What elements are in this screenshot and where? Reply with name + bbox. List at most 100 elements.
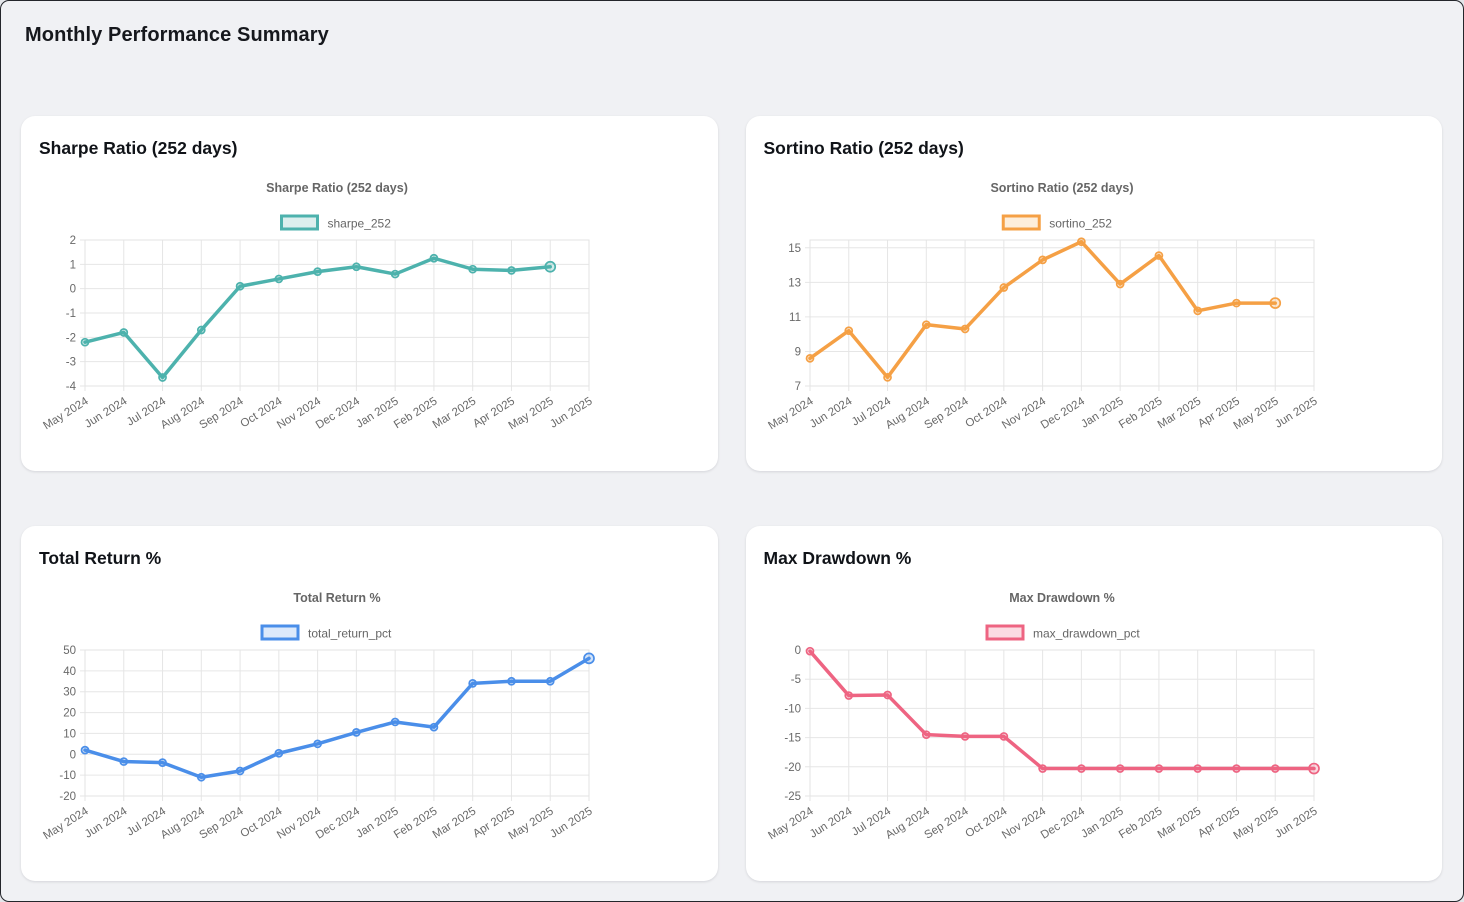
sharpe-ratio-chart[interactable]: Sharpe Ratio (252 days) sharpe_252 May 202… bbox=[31, 176, 691, 464]
y-axis-label: -10 bbox=[784, 703, 801, 715]
data-point bbox=[352, 728, 361, 737]
data-point bbox=[1231, 764, 1241, 773]
plot-border bbox=[84, 649, 590, 797]
legend-item[interactable]: max_drawdown_pct bbox=[985, 624, 1140, 641]
x-axis-label: Mar 2025 bbox=[1155, 805, 1203, 841]
y-axis-label: 20 bbox=[63, 708, 76, 720]
y-axis-label: 10 bbox=[63, 728, 76, 740]
data-point bbox=[429, 253, 439, 263]
data-point bbox=[805, 354, 814, 363]
y-axis-label: 30 bbox=[63, 687, 76, 699]
data-point bbox=[1192, 764, 1202, 773]
y-axis-label: 0 bbox=[794, 645, 800, 657]
y-axis-label: -20 bbox=[59, 791, 76, 803]
y-axis-label: -25 bbox=[784, 791, 801, 803]
data-point bbox=[158, 758, 167, 767]
y-axis-label: 13 bbox=[788, 277, 801, 289]
x-axis-label: May 2024 bbox=[41, 805, 91, 842]
x-axis-label: May 2024 bbox=[766, 805, 816, 842]
data-point bbox=[468, 264, 478, 274]
y-axis-label: -3 bbox=[66, 357, 76, 369]
legend-item[interactable]: total_return_pct bbox=[260, 624, 392, 641]
legend-label: sharpe_252 bbox=[328, 217, 392, 231]
x-axis-label: Jun 2024 bbox=[83, 395, 130, 431]
card-sortino-ratio: Sortino Ratio (252 days) Sortino Ratio (… bbox=[745, 116, 1442, 471]
y-axis-label: 0 bbox=[70, 284, 76, 296]
data-point bbox=[921, 730, 931, 740]
data-point bbox=[468, 679, 478, 688]
card-max-drawdown: Max Drawdown % Max Drawdown % max_drawdow… bbox=[745, 526, 1442, 881]
data-point bbox=[1115, 279, 1125, 289]
y-axis-label: 0 bbox=[70, 749, 76, 761]
data-point bbox=[1268, 297, 1281, 309]
plot-border bbox=[84, 239, 590, 387]
x-axis-label: Jun 2024 bbox=[807, 805, 854, 841]
x-axis-label: Sep 2024 bbox=[922, 805, 971, 842]
data-point bbox=[843, 326, 853, 336]
legend-swatch bbox=[985, 624, 1024, 641]
y-axis-label: 9 bbox=[794, 346, 800, 358]
x-axis-label: Dec 2024 bbox=[314, 805, 363, 842]
data-point bbox=[390, 269, 400, 279]
legend-item[interactable]: sortino_252 bbox=[1001, 214, 1112, 231]
charts-grid: Sharpe Ratio (252 days) Sharpe Ratio (25… bbox=[21, 116, 1442, 881]
y-axis-label: -10 bbox=[59, 770, 76, 782]
legend-label: max_drawdown_pct bbox=[1033, 627, 1140, 641]
data-point bbox=[1115, 764, 1125, 773]
x-axis-label: Mar 2025 bbox=[431, 805, 479, 841]
x-axis-label: Jun 2024 bbox=[83, 805, 130, 841]
legend-label: total_return_pct bbox=[308, 627, 392, 641]
legend-swatch bbox=[260, 624, 300, 641]
card-title-sortino: Sortino Ratio (252 days) bbox=[763, 138, 964, 158]
data-point bbox=[1037, 255, 1047, 265]
y-axis-label: 7 bbox=[794, 381, 800, 393]
x-axis-label: Feb 2025 bbox=[392, 805, 440, 841]
y-axis-label: 1 bbox=[70, 259, 76, 271]
data-point bbox=[1154, 764, 1163, 773]
y-axis-label: 40 bbox=[63, 666, 76, 678]
x-axis-label: Dec 2024 bbox=[1038, 805, 1087, 842]
data-point bbox=[429, 722, 439, 732]
chart-title: Sharpe Ratio (252 days) bbox=[266, 181, 408, 195]
x-axis-label: Jun 2025 bbox=[548, 805, 594, 840]
x-axis-label: Mar 2025 bbox=[431, 395, 479, 431]
x-axis-label: Jun 2025 bbox=[1273, 805, 1319, 840]
chart-title: Sortino Ratio (252 days) bbox=[990, 181, 1133, 195]
data-point bbox=[843, 691, 853, 700]
legend-item[interactable]: sharpe_252 bbox=[280, 214, 392, 231]
y-axis-label: -2 bbox=[66, 332, 76, 344]
y-axis-label: 15 bbox=[788, 243, 801, 255]
data-point bbox=[313, 267, 322, 276]
card-title-total-return: Total Return % bbox=[39, 548, 162, 568]
data-point bbox=[882, 373, 892, 382]
data-point bbox=[235, 766, 245, 776]
sortino-ratio-chart[interactable]: Sortino Ratio (252 days) sortino_252 May 2… bbox=[756, 176, 1416, 464]
data-point bbox=[352, 262, 361, 272]
card-title-max-drawdown: Max Drawdown % bbox=[763, 548, 912, 568]
chart-title: Total Return % bbox=[293, 591, 380, 605]
data-point bbox=[1231, 298, 1241, 308]
data-point bbox=[544, 260, 557, 273]
x-axis-label: Sep 2024 bbox=[922, 395, 971, 432]
x-axis-label: Feb 2025 bbox=[392, 395, 440, 431]
data-point bbox=[80, 745, 90, 755]
y-axis-label: -4 bbox=[66, 381, 77, 393]
data-point bbox=[507, 676, 516, 686]
legend-swatch bbox=[280, 214, 319, 231]
data-point bbox=[235, 281, 245, 291]
card-title-sharpe: Sharpe Ratio (252 days) bbox=[39, 138, 238, 158]
data-point bbox=[1270, 764, 1280, 773]
data-point bbox=[998, 283, 1008, 292]
y-axis-label: 50 bbox=[63, 645, 76, 657]
data-point bbox=[960, 732, 969, 741]
data-point bbox=[583, 652, 595, 665]
data-point bbox=[507, 266, 516, 275]
y-axis-label: -15 bbox=[784, 733, 801, 745]
x-axis-label: May 2024 bbox=[41, 395, 91, 432]
x-axis-label: Jun 2025 bbox=[1273, 395, 1319, 430]
y-axis-label: -5 bbox=[790, 674, 800, 686]
legend-swatch bbox=[1001, 214, 1041, 231]
data-point bbox=[1037, 764, 1047, 773]
